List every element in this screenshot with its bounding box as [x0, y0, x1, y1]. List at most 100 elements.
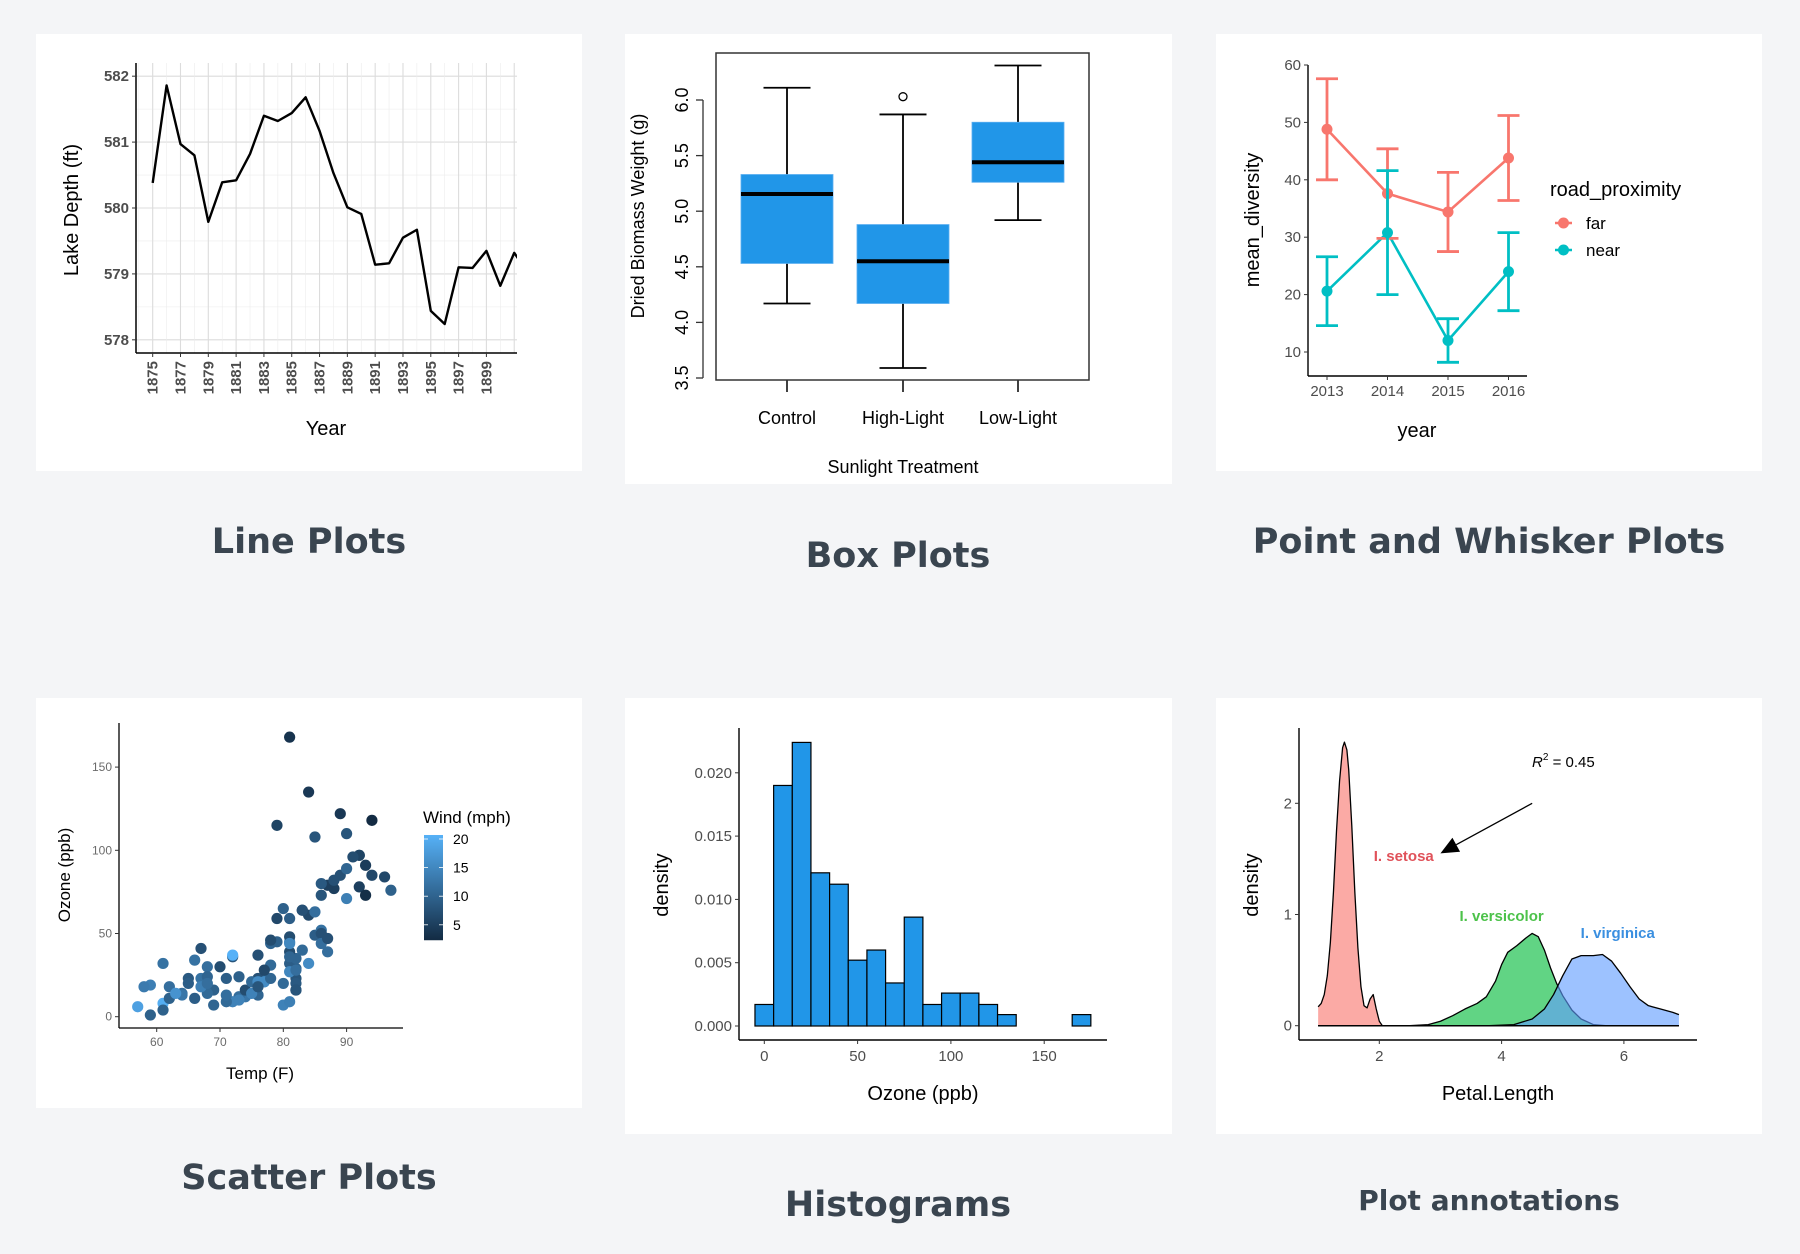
y-tick-label: 150	[92, 760, 112, 774]
histogram-bar	[773, 784, 793, 1027]
data-point	[1503, 266, 1514, 278]
y-tick-label: 580	[104, 200, 129, 217]
y-tick-label: 5.0	[672, 199, 692, 224]
histogram-bar	[847, 959, 868, 1027]
histogram-bar	[866, 949, 887, 1027]
annotation-arrow-head	[1440, 837, 1461, 854]
scatter-point	[277, 977, 289, 990]
histogram-bar	[791, 741, 812, 1027]
annotation-plot-card: density Petal.Length R2 = 0.45 0 1 2 2 4 6 I. …	[1216, 698, 1762, 1134]
x-axis-title: Petal.Length	[1442, 1083, 1554, 1105]
x-tick-label: 70	[213, 1035, 227, 1049]
data-line	[151, 84, 517, 326]
histogram-bar	[810, 872, 831, 1027]
y-tick-label: 0	[105, 1010, 112, 1024]
r-squared-sup: 2	[1543, 752, 1549, 763]
scatter-point	[341, 892, 353, 905]
x-tick-label: 150	[1032, 1048, 1057, 1065]
x-tick-label: 1881	[228, 361, 245, 394]
density-curve	[1317, 741, 1679, 1027]
scatter-point	[144, 1009, 156, 1021]
legend-title: road_proximity	[1550, 179, 1681, 201]
histogram-bar	[940, 992, 961, 1027]
x-axis-title: year	[1398, 420, 1437, 442]
point-whisker-card: mean_diversity year road_proximity 10 20 3…	[1216, 34, 1762, 471]
y-tick-label: 0.010	[694, 891, 732, 908]
histogram-bar	[884, 982, 905, 1027]
scatter-point	[201, 977, 213, 990]
x-axis-title: Ozone (ppb)	[867, 1083, 978, 1105]
x-tick-label: 80	[277, 1035, 291, 1049]
color-bar-label: 5	[453, 917, 461, 933]
data-point	[1382, 227, 1393, 239]
y-tick-label: 20	[1284, 287, 1301, 304]
scatter-point	[138, 981, 150, 993]
y-tick-label: 5.5	[672, 143, 692, 168]
x-axis-title: Temp (F)	[226, 1064, 294, 1083]
density-area-iversicolor	[1318, 933, 1679, 1026]
r-squared-var: R	[1532, 754, 1543, 771]
x-tick-label: 90	[340, 1035, 354, 1049]
scatter-point	[277, 902, 289, 915]
scatter-point	[189, 954, 201, 966]
x-tick-label: 1877	[172, 361, 189, 394]
series-line-near	[1326, 230, 1510, 343]
line-plot-card: Lake Depth (ft) Year 578 579 580 581 582 1875…	[36, 34, 582, 471]
plot-frame	[715, 52, 1090, 381]
scatter-point	[303, 957, 315, 970]
color-bar-label: 10	[453, 888, 469, 904]
y-tick-label: 581	[104, 134, 129, 151]
x-tick-label: High-Light	[862, 408, 944, 428]
data-point	[1442, 206, 1454, 218]
x-tick-label: 1883	[256, 361, 273, 394]
scatter-point	[290, 984, 302, 996]
scatter-point	[290, 964, 302, 976]
histogram-bar	[922, 1003, 943, 1027]
box	[740, 174, 834, 264]
x-tick-label: 50	[849, 1048, 866, 1065]
y-tick-label: 50	[99, 927, 113, 941]
scatter-point	[347, 851, 359, 863]
scatter-point	[201, 961, 213, 973]
x-tick-label: 1875	[145, 361, 162, 394]
histogram-bar	[996, 1014, 1017, 1027]
x-tick-label: 1899	[478, 361, 495, 394]
scatter-point	[328, 874, 340, 886]
scatter-chart: Ozone (ppb) Temp (F) Wind (mph) 0 50 100 15…	[55, 723, 511, 1083]
outlier-point	[898, 92, 908, 102]
scatter-point	[341, 828, 353, 840]
data-point	[1503, 152, 1514, 164]
x-tick-label: 100	[938, 1048, 963, 1065]
scatter-point	[271, 912, 283, 925]
scatter-point	[195, 942, 207, 955]
scatter-point	[284, 951, 296, 963]
y-tick-label: 582	[104, 68, 129, 85]
y-tick-label: 0.015	[694, 828, 732, 845]
scatter-point	[284, 996, 296, 1008]
scatter-point	[208, 999, 220, 1011]
series-label: I. virginica	[1581, 925, 1656, 942]
y-tick-label: 579	[104, 266, 129, 283]
scatter-point	[132, 1001, 144, 1013]
scatter-point	[315, 889, 327, 901]
y-tick-label: 10	[1284, 344, 1301, 361]
x-tick-label: 4	[1497, 1048, 1505, 1065]
card-title-line-plots: Line Plots	[211, 522, 407, 562]
scatter-point	[227, 949, 239, 961]
y-tick-label: 4.5	[672, 254, 692, 279]
annotation-arrow-line	[1455, 802, 1533, 846]
y-tick-label: 0.000	[694, 1018, 732, 1035]
scatter-point	[182, 977, 194, 990]
y-tick-label: 0.020	[694, 765, 732, 782]
scatter-point	[309, 906, 321, 918]
scatter-point	[296, 944, 308, 956]
scatter-point	[284, 912, 296, 925]
scatter-point	[170, 987, 182, 1000]
card-title-histograms: Histograms	[784, 1185, 1012, 1225]
scatter-plot-card: Ozone (ppb) Temp (F) Wind (mph) 0 50 100 15…	[36, 698, 582, 1108]
x-tick-label: Control	[758, 408, 816, 428]
y-tick-label: 1	[1284, 907, 1292, 924]
histogram-bar	[959, 992, 980, 1027]
x-tick-label: 1879	[200, 361, 217, 394]
